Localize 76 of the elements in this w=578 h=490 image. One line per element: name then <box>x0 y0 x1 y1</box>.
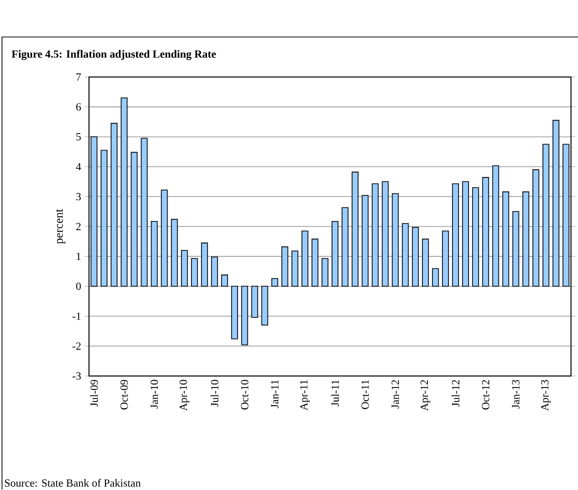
y-tick-label: 1 <box>76 252 81 260</box>
y-tick-label: -1 <box>72 312 81 320</box>
bar <box>120 98 128 287</box>
y-tick-label: 2 <box>76 222 81 230</box>
x-tick-label: Apr-10 <box>180 380 190 411</box>
bar <box>472 187 480 287</box>
x-tick-label: Oct-10 <box>240 380 248 410</box>
y-tick-label: 0 <box>76 282 81 290</box>
x-tick-label: Apr-11 <box>300 380 310 410</box>
source-note: Source: State Bank of Pakistan <box>4 478 141 487</box>
x-tick-label: Jul-12 <box>452 380 460 407</box>
bar <box>362 194 369 287</box>
y-axis-title: percent <box>56 208 66 244</box>
bar <box>382 181 389 287</box>
y-tick-label: -2 <box>72 342 81 350</box>
bar <box>492 165 500 287</box>
x-tick-label: Jan-10 <box>150 380 158 408</box>
x-tick-label: Oct-12 <box>482 380 490 410</box>
bar <box>241 286 248 346</box>
bar <box>160 190 168 287</box>
x-tick-label: Jul-10 <box>210 380 218 407</box>
y-tick-label: 5 <box>76 133 81 140</box>
y-tick-label: 3 <box>76 192 81 200</box>
x-tick-label: Jan-11 <box>271 380 278 408</box>
x-tick-label: Jul-09 <box>90 380 98 407</box>
bar <box>452 183 459 287</box>
bar <box>522 191 530 287</box>
bar <box>261 286 268 326</box>
bar <box>412 226 419 287</box>
y-tick-label: 7 <box>76 73 81 81</box>
x-tick-label: Oct-09 <box>120 380 128 410</box>
bar <box>402 223 409 287</box>
bar <box>312 238 318 287</box>
bar <box>251 286 258 318</box>
x-tick-label: Jan-13 <box>512 380 520 408</box>
bar <box>140 138 148 287</box>
bar <box>342 207 348 287</box>
bar <box>201 242 208 287</box>
bar <box>100 150 108 287</box>
bar <box>532 169 540 287</box>
bar <box>322 258 328 287</box>
bar <box>130 152 138 287</box>
chart-title: Figure 4.5: Inflation adjusted Lending Rate <box>12 50 216 60</box>
y-tick-label: 4 <box>76 163 82 170</box>
x-tick-label: Oct-11 <box>361 380 369 410</box>
bar <box>502 191 510 287</box>
bar <box>170 218 178 287</box>
x-tick-label: Apr-13 <box>541 380 551 411</box>
bar <box>542 144 550 287</box>
y-tick-label: -3 <box>72 372 81 380</box>
bar <box>221 274 228 287</box>
bar <box>352 172 359 287</box>
x-tick-label: Jul-11 <box>331 380 339 406</box>
bar <box>110 122 118 287</box>
bar <box>552 120 560 287</box>
bar <box>392 193 399 287</box>
bar <box>482 177 490 287</box>
bar <box>462 181 469 287</box>
x-tick-label: Jan-12 <box>392 380 399 408</box>
bar <box>281 246 288 287</box>
bar <box>191 258 198 287</box>
bar <box>211 256 218 287</box>
bar <box>181 250 188 287</box>
bar <box>512 211 520 287</box>
bar <box>332 221 338 287</box>
y-tick-label: 6 <box>76 103 81 111</box>
bar <box>291 250 298 287</box>
bar <box>150 221 158 287</box>
bar <box>271 278 278 287</box>
bar <box>422 238 429 287</box>
x-tick-label: Apr-12 <box>420 380 430 411</box>
bar <box>432 268 439 287</box>
bar <box>442 230 449 287</box>
bar <box>231 286 238 340</box>
bar <box>372 183 379 287</box>
bar <box>302 230 308 287</box>
